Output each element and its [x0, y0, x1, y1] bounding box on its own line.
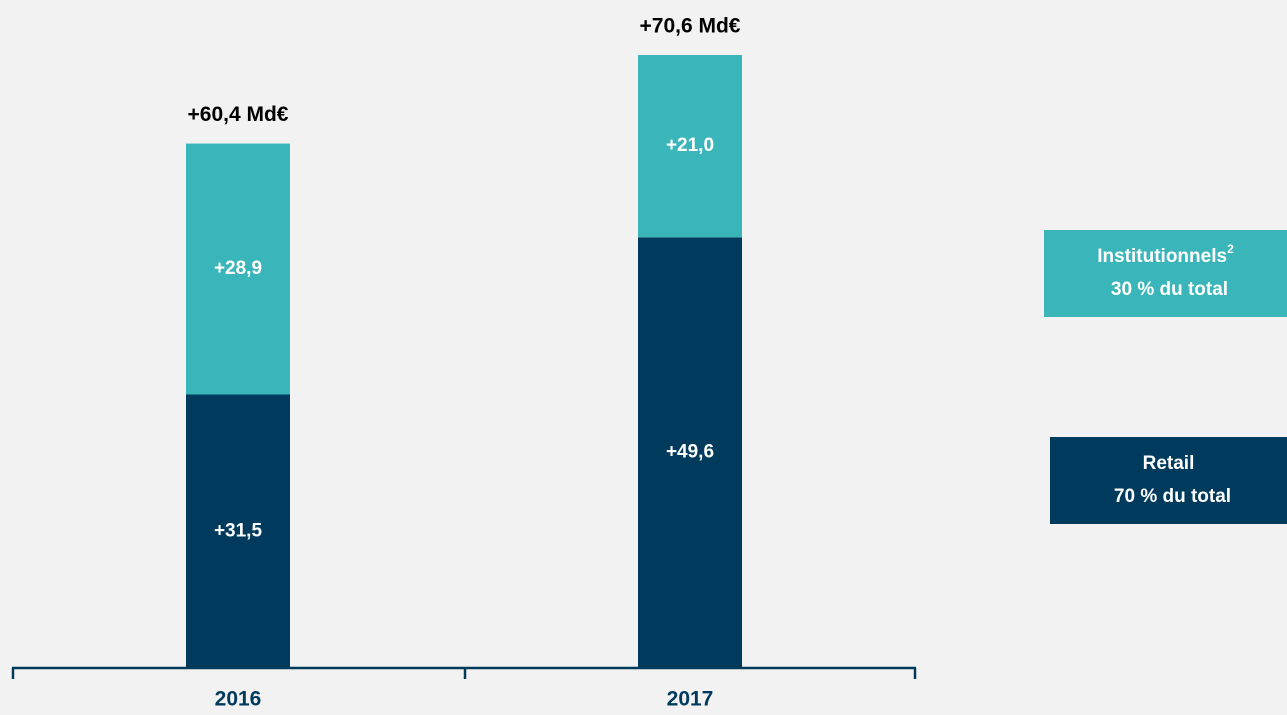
legend-label: Retail: [1143, 453, 1195, 474]
bar-segment: [186, 394, 290, 668]
legend-box: [1050, 437, 1287, 524]
data-label: +28,9: [214, 258, 262, 279]
x-tick-label: 2017: [667, 688, 714, 711]
legend-note: 2: [1227, 242, 1234, 256]
total-label: +60,4 Md€: [188, 103, 289, 126]
bar-segment: [638, 237, 742, 669]
data-label: +49,6: [666, 442, 714, 463]
legend-box: [1044, 230, 1287, 317]
legend-label: Institutionnels2: [1097, 242, 1234, 267]
bar-segment: [186, 143, 290, 395]
legend-share: 70 % du total: [1114, 486, 1231, 507]
legend-name: Retail: [1143, 453, 1195, 474]
data-label: +31,5: [214, 520, 263, 541]
x-tick-label: 2016: [215, 688, 262, 711]
legend-share: 30 % du total: [1111, 279, 1228, 300]
legend-name: Institutionnels: [1097, 246, 1227, 267]
bar-segment: [638, 55, 742, 238]
total-label: +70,6 Md€: [640, 15, 741, 38]
data-label: +21,0: [666, 135, 714, 156]
